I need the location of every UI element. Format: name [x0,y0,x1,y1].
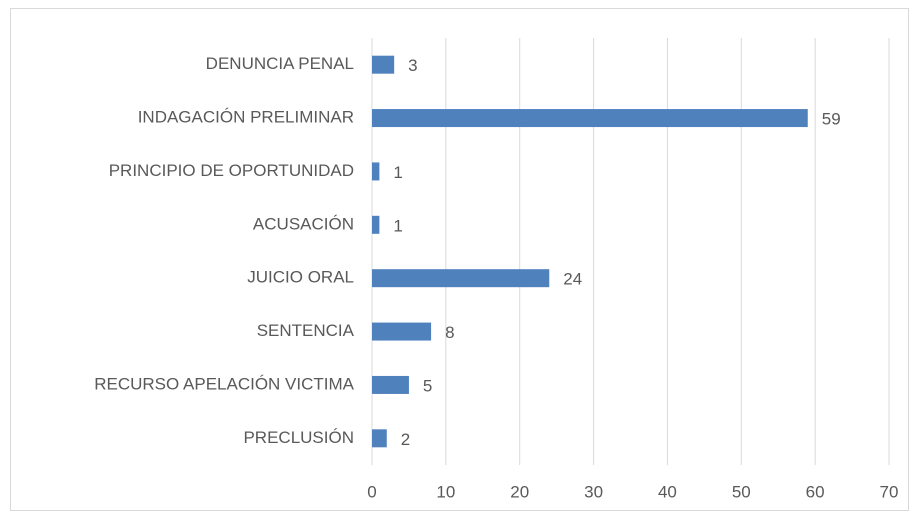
chart-border [10,8,909,511]
bar [372,162,380,181]
bar [372,215,380,234]
data-label: 1 [393,163,402,182]
x-tick-label: 60 [806,482,825,501]
y-tick-label: PRINCIPIO DE OPORTUNIDAD [109,161,354,180]
data-label: 1 [393,216,402,235]
data-label: 24 [563,270,582,289]
bar [372,429,387,448]
bar [372,109,808,128]
bar [372,55,395,74]
data-label: 59 [822,110,841,129]
y-tick-label: PRECLUSIÓN [243,428,354,447]
x-tick-label: 20 [510,482,529,501]
x-tick-label: 30 [584,482,603,501]
bar [372,269,550,288]
y-tick-label: RECURSO APELACIÓN VICTIMA [94,374,354,393]
data-label: 2 [401,430,410,449]
x-tick-label: 70 [880,482,899,501]
x-tick-label: 10 [436,482,455,501]
y-tick-label: DENUNCIA PENAL [206,54,354,73]
y-tick-label: JUICIO ORAL [247,268,354,287]
bar [372,322,432,341]
bar [372,375,409,394]
x-tick-label: 40 [658,482,677,501]
data-label: 8 [445,323,454,342]
y-tick-label: SENTENCIA [257,321,355,340]
x-tick-label: 0 [367,482,376,501]
x-tick-label: 50 [732,482,751,501]
y-tick-label: INDAGACIÓN PRELIMINAR [138,108,354,127]
y-tick-label: ACUSACIÓN [253,214,354,233]
data-label: 3 [408,56,417,75]
data-label: 5 [423,376,432,395]
